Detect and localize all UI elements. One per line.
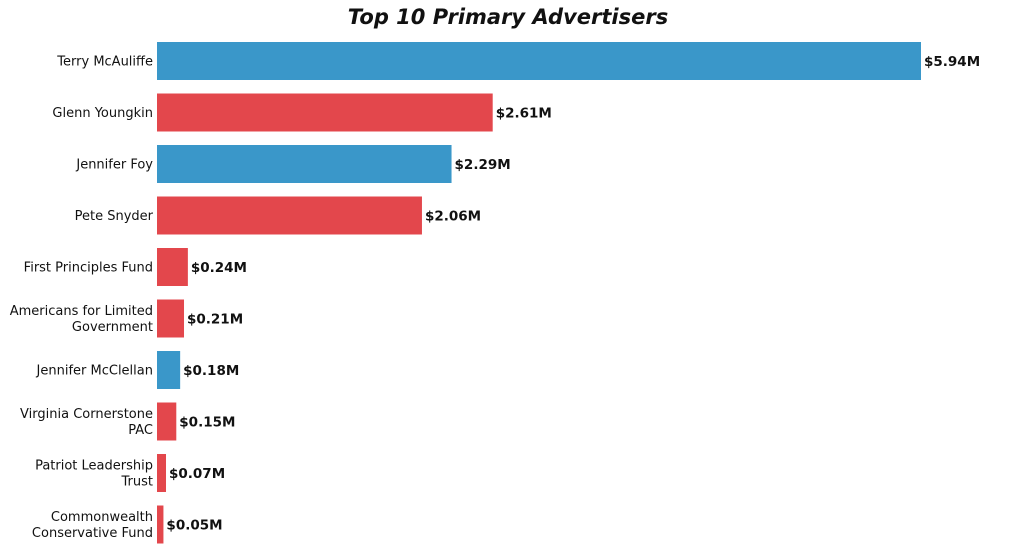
bar-9 [157, 454, 167, 492]
chart-title: Top 10 Primary Advertisers [348, 5, 668, 29]
category-label-line: PAC [128, 423, 153, 438]
category-label-8: Virginia Cornerstone PAC [20, 407, 153, 438]
bar-4 [157, 196, 422, 235]
category-label-line: Americans for Limited [10, 304, 153, 319]
category-label-line: Conservative Fund [32, 526, 153, 541]
category-label-line: Terry McAuliffe [56, 55, 153, 70]
value-label-2: $2.61M [496, 106, 552, 122]
category-label-10: Commonwealth Conservative Fund [32, 510, 153, 541]
category-label-line: Patriot Leadership [35, 459, 153, 474]
value-label-7: $0.18M [183, 363, 239, 379]
category-label-line: Commonwealth [51, 510, 153, 525]
value-label-3: $2.29M [455, 157, 511, 173]
bar-10 [157, 505, 164, 544]
category-label-7: Jennifer McClellan [36, 364, 153, 379]
category-label-2: Glenn Youngkin [52, 106, 153, 121]
value-label-1: $5.94M [924, 54, 980, 70]
value-label-9: $0.07M [169, 466, 225, 482]
category-label-line: Glenn Youngkin [52, 106, 153, 121]
bar-7 [157, 351, 181, 389]
category-label-9: Patriot Leadership Trust [35, 459, 153, 490]
category-label-line: Jennifer McClellan [36, 364, 153, 379]
category-label-line: Government [72, 320, 153, 335]
category-label-line: First Principles Fund [24, 261, 153, 276]
bar-2 [157, 93, 493, 132]
category-label-line: Trust [121, 475, 153, 490]
bar-3 [157, 145, 452, 183]
category-label-line: Pete Snyder [75, 209, 154, 224]
bar-5 [157, 248, 188, 286]
category-label-line: Jennifer Foy [75, 158, 153, 173]
category-label-5: First Principles Fund [24, 261, 153, 276]
bar-8 [157, 402, 177, 441]
category-label-6: Americans for Limited Government [10, 304, 153, 335]
value-label-4: $2.06M [425, 209, 481, 225]
value-label-5: $0.24M [191, 260, 247, 276]
category-label-4: Pete Snyder [75, 209, 154, 224]
category-label-1: Terry McAuliffe [56, 55, 153, 70]
bar-1 [157, 42, 921, 80]
bar-6 [157, 299, 185, 338]
category-label-line: Virginia Cornerstone [20, 407, 153, 422]
value-label-8: $0.15M [179, 415, 235, 431]
category-label-3: Jennifer Foy [75, 158, 153, 173]
value-label-6: $0.21M [187, 312, 243, 328]
bars-group: $5.94M Terry McAuliffe $2.61M Glenn Youngki… [10, 42, 980, 544]
value-label-10: $0.05M [166, 518, 222, 534]
